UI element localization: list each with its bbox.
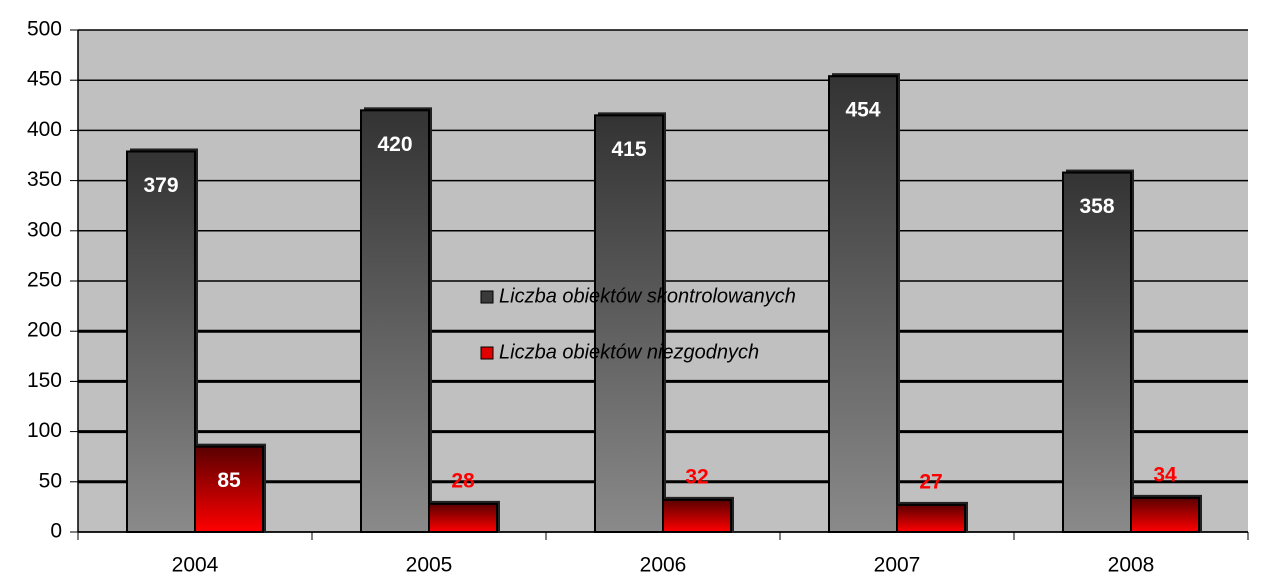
y-tick-label: 150: [27, 369, 62, 392]
bar: [828, 75, 898, 534]
y-tick-label: 450: [27, 68, 62, 91]
y-tick-label: 200: [27, 319, 62, 342]
data-label: 34: [1153, 463, 1177, 486]
data-label: 379: [143, 174, 178, 197]
x-tick-label: 2007: [874, 554, 921, 577]
y-tick-label: 50: [39, 469, 62, 492]
legend-label: Liczba obiektów niezgodnych: [499, 341, 759, 363]
y-tick-label: 100: [27, 419, 62, 442]
x-tick-label: 2008: [1108, 554, 1155, 577]
data-label: 420: [377, 133, 412, 156]
y-tick-label: 400: [27, 118, 62, 141]
data-label: 28: [451, 469, 475, 492]
bar: [662, 498, 732, 534]
bar: [360, 109, 430, 533]
x-tick-label: 2005: [406, 554, 453, 577]
bar: [194, 445, 264, 533]
legend-label: Liczba obiektów skontrolowanych: [499, 285, 796, 307]
bar: [428, 502, 498, 533]
bar: [126, 150, 196, 533]
legend-swatch: [480, 290, 494, 304]
data-label: 358: [1079, 195, 1114, 218]
data-label: 85: [217, 469, 241, 492]
x-tick-label: 2006: [640, 554, 687, 577]
bar: [896, 503, 966, 533]
legend-swatch: [480, 346, 494, 360]
bar: [1130, 496, 1200, 534]
y-tick-label: 0: [50, 520, 62, 543]
y-tick-label: 350: [27, 168, 62, 191]
data-label: 32: [685, 465, 708, 488]
y-tick-label: 300: [27, 218, 62, 241]
data-label: 415: [611, 138, 646, 161]
y-tick-label: 250: [27, 269, 62, 292]
bar: [1062, 171, 1132, 533]
data-label: 27: [919, 470, 942, 493]
x-tick-label: 2004: [172, 554, 219, 577]
y-tick-label: 500: [27, 18, 62, 41]
data-label: 454: [845, 99, 880, 122]
bar: [594, 114, 664, 533]
